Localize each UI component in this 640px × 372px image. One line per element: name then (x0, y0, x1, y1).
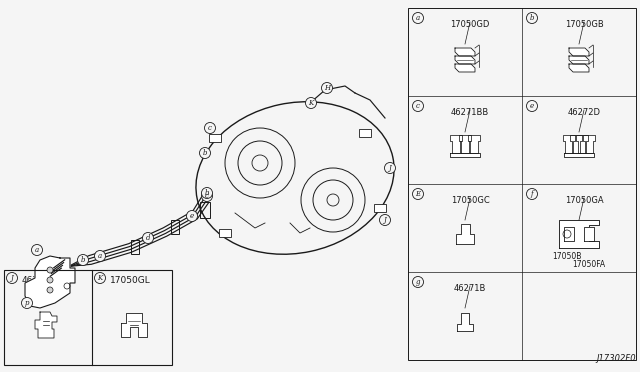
Text: K: K (97, 274, 102, 282)
Text: a: a (98, 252, 102, 260)
Text: J17302F0: J17302F0 (596, 354, 636, 363)
Circle shape (200, 148, 211, 158)
Circle shape (321, 83, 333, 93)
Bar (171, 220, 179, 234)
Polygon shape (457, 313, 473, 331)
Circle shape (95, 273, 106, 283)
Text: f: f (531, 190, 533, 198)
Bar (408, 8, 636, 360)
Circle shape (305, 97, 317, 109)
Text: J: J (388, 164, 392, 172)
Circle shape (413, 276, 424, 288)
Circle shape (527, 189, 538, 199)
Polygon shape (569, 56, 589, 64)
Text: b: b (530, 14, 534, 22)
Text: J: J (11, 274, 13, 282)
Polygon shape (564, 227, 574, 241)
Text: a: a (416, 14, 420, 22)
Circle shape (413, 13, 424, 23)
Circle shape (47, 287, 53, 293)
Text: 46271D: 46271D (22, 276, 58, 285)
Text: b: b (81, 256, 85, 264)
Bar (359, 129, 371, 137)
Polygon shape (25, 256, 75, 308)
Circle shape (77, 254, 88, 266)
Text: a: a (35, 246, 39, 254)
Text: p: p (25, 299, 29, 307)
Polygon shape (456, 224, 474, 244)
Circle shape (47, 277, 53, 283)
Bar (209, 134, 221, 142)
Circle shape (380, 215, 390, 225)
Text: K: K (308, 99, 314, 107)
Circle shape (95, 250, 106, 262)
Bar (131, 240, 139, 254)
Polygon shape (584, 227, 594, 241)
Circle shape (202, 190, 212, 202)
Text: 17050GA: 17050GA (564, 196, 604, 205)
Polygon shape (569, 48, 589, 56)
Circle shape (31, 244, 42, 256)
Circle shape (202, 187, 212, 199)
Polygon shape (455, 56, 475, 64)
Circle shape (385, 163, 396, 173)
Polygon shape (455, 64, 475, 72)
Text: g: g (416, 278, 420, 286)
Text: c: c (416, 102, 420, 110)
Text: 17050GC: 17050GC (451, 196, 490, 205)
Circle shape (186, 211, 198, 221)
Text: 17050B: 17050B (552, 252, 582, 261)
Text: E: E (415, 190, 420, 198)
Text: d: d (146, 234, 150, 242)
Text: 17050FA: 17050FA (572, 260, 605, 269)
Circle shape (413, 189, 424, 199)
Circle shape (527, 100, 538, 112)
Text: c: c (205, 192, 209, 200)
Text: J: J (383, 216, 387, 224)
Circle shape (205, 122, 216, 134)
Circle shape (527, 13, 538, 23)
Text: H: H (324, 84, 330, 92)
Polygon shape (451, 135, 463, 153)
Text: 46271B: 46271B (454, 284, 486, 293)
Polygon shape (121, 313, 147, 337)
Polygon shape (569, 64, 589, 72)
Polygon shape (564, 153, 594, 157)
Bar (219, 229, 231, 237)
Text: e: e (530, 102, 534, 110)
Text: 46271BB: 46271BB (451, 108, 489, 117)
Text: 17050GD: 17050GD (451, 20, 490, 29)
Polygon shape (563, 135, 575, 153)
Polygon shape (577, 135, 588, 153)
Text: 17050GL: 17050GL (110, 276, 151, 285)
Polygon shape (570, 135, 582, 153)
Text: 46272D: 46272D (568, 108, 600, 117)
Polygon shape (468, 135, 479, 153)
Bar (4, 270, 172, 365)
Text: b: b (203, 149, 207, 157)
Polygon shape (583, 135, 595, 153)
Circle shape (143, 232, 154, 244)
Circle shape (22, 298, 33, 308)
Text: c: c (208, 124, 212, 132)
Polygon shape (450, 153, 480, 157)
Bar (374, 204, 386, 212)
Circle shape (6, 273, 17, 283)
Polygon shape (459, 135, 471, 153)
Polygon shape (35, 312, 57, 338)
Polygon shape (455, 48, 475, 56)
Text: 17050GB: 17050GB (564, 20, 604, 29)
Bar (200, 202, 210, 218)
Text: e: e (190, 212, 194, 220)
Text: b: b (205, 189, 209, 197)
Circle shape (413, 100, 424, 112)
Circle shape (47, 267, 53, 273)
Polygon shape (559, 220, 599, 248)
